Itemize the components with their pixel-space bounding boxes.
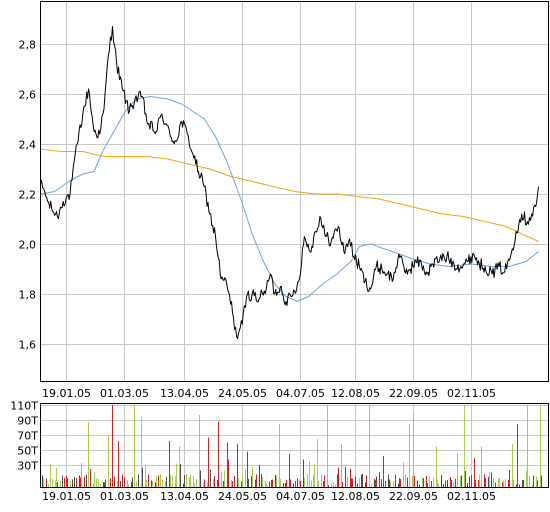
price-y-tick-label: 2,4 bbox=[19, 139, 37, 152]
volume-grid bbox=[40, 403, 549, 488]
price-x-tick-label: 19.01.05 bbox=[42, 387, 91, 400]
price-x-tick-label: 13.04.05 bbox=[160, 387, 209, 400]
volume-panel: 30T 50T 70T 90T 110T 19.01.05 01.03.05 13.04.0… bbox=[10, 400, 549, 503]
price-series-group bbox=[40, 26, 540, 339]
price-x-tick-label: 01.03.05 bbox=[100, 387, 149, 400]
price-series-line-2 bbox=[40, 148, 539, 242]
price-y-tick-label: 1,8 bbox=[19, 289, 37, 302]
price-series-line-0 bbox=[40, 26, 540, 339]
volume-y-tick-label: 30T bbox=[17, 460, 38, 473]
volume-y-axis: 30T 50T 70T 90T 110T bbox=[10, 400, 38, 473]
price-y-tick-label: 2,0 bbox=[19, 239, 37, 252]
price-x-tick-label: 02.11.05 bbox=[447, 387, 496, 400]
volume-bars-group bbox=[42, 405, 542, 487]
price-y-tick-label: 2,6 bbox=[19, 89, 37, 102]
volume-y-tick-label: 90T bbox=[17, 415, 38, 428]
volume-x-tick-label: 01.03.05 bbox=[100, 490, 149, 503]
price-y-tick-label: 2,8 bbox=[19, 39, 37, 52]
volume-panel-frame bbox=[40, 403, 549, 488]
price-x-tick-label: 12.08.05 bbox=[331, 387, 380, 400]
price-x-tick-label: 22.09.05 bbox=[389, 387, 438, 400]
volume-x-tick-label: 19.01.05 bbox=[42, 490, 91, 503]
volume-x-tick-label: 22.09.05 bbox=[389, 490, 438, 503]
volume-y-tick-label: 110T bbox=[10, 400, 38, 413]
volume-x-tick-label: 13.04.05 bbox=[160, 490, 209, 503]
volume-x-tick-label: 02.11.05 bbox=[447, 490, 496, 503]
price-y-tick-label: 1,6 bbox=[19, 339, 37, 352]
volume-x-tick-label: 04.07.05 bbox=[276, 490, 325, 503]
price-x-axis: 19.01.05 01.03.05 13.04.05 24.05.05 04.07.05… bbox=[42, 387, 496, 400]
volume-x-tick-label: 24.05.05 bbox=[218, 490, 267, 503]
price-x-tick-label: 24.05.05 bbox=[218, 387, 267, 400]
volume-y-tick-label: 70T bbox=[17, 430, 38, 443]
price-panel-frame bbox=[40, 1, 549, 382]
volume-x-tick-label: 12.08.05 bbox=[331, 490, 380, 503]
price-series-line-1 bbox=[40, 96, 539, 302]
price-y-tick-label: 2,2 bbox=[19, 189, 37, 202]
price-x-tick-label: 04.07.05 bbox=[276, 387, 325, 400]
price-y-axis: 1,6 1,8 2,0 2,2 2,4 2,6 2,8 bbox=[19, 39, 37, 352]
price-panel: 1,6 1,8 2,0 2,2 2,4 2,6 2,8 19.01.05 01.03.05 13… bbox=[19, 1, 549, 400]
volume-x-axis: 19.01.05 01.03.05 13.04.05 24.05.05 04.07.05… bbox=[42, 490, 496, 503]
volume-y-tick-label: 50T bbox=[17, 445, 38, 458]
